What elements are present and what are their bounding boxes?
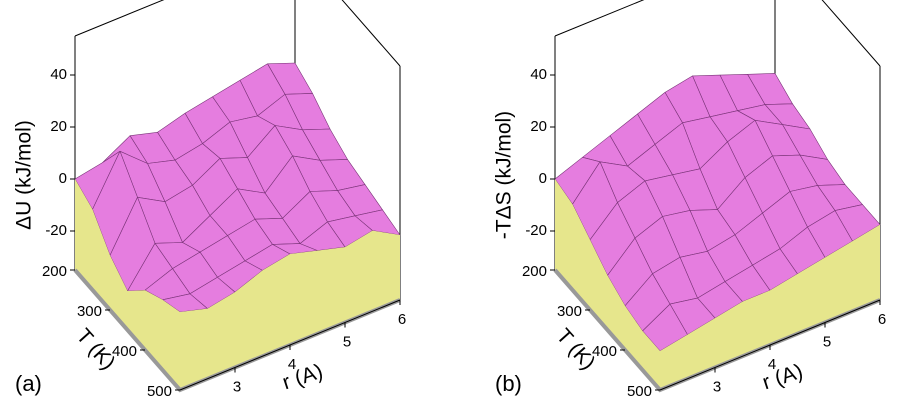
y-tick-label: 200 [522, 263, 547, 280]
x-tick-label: 6 [878, 311, 886, 328]
y-tick-label: 500 [147, 383, 172, 400]
y-tick-label: 300 [77, 303, 102, 320]
x-tick-label: 5 [343, 333, 351, 350]
x-tick-label: 5 [823, 333, 831, 350]
z-axis-label: ΔU (kJ/mol) [13, 120, 36, 230]
front-wall [660, 224, 880, 390]
left-wall [555, 179, 660, 390]
box-edge [341, 0, 401, 67]
y-tick-label: 200 [42, 263, 67, 280]
x-axis-label: r (A) [280, 360, 326, 394]
y-tick-label: 400 [112, 343, 137, 360]
z-tick-label: 0 [59, 170, 67, 187]
z-tick-label: -20 [45, 222, 67, 239]
front-wall [180, 230, 400, 390]
y-tick-label: 500 [627, 383, 652, 400]
x-axis-label: r (A) [760, 360, 806, 394]
panel-label: (a) [15, 371, 42, 396]
y-tick-label: 300 [557, 303, 582, 320]
x-tick-label: 6 [398, 311, 406, 328]
panel-label: (b) [495, 371, 522, 396]
z-tick-label: 0 [539, 170, 547, 187]
x-tick-label: 4 [768, 356, 776, 373]
z-tick-label: 40 [530, 66, 547, 83]
z-tick-label: 40 [50, 66, 67, 83]
box-edge [74, 0, 165, 37]
z-tick-label: -20 [525, 222, 547, 239]
z-axis-label: -TΔS (kJ/mol) [493, 111, 516, 239]
left-wall [75, 179, 180, 390]
y-tick-label: 400 [592, 343, 617, 360]
z-tick-label: 20 [50, 118, 67, 135]
x-tick-label: 3 [233, 378, 241, 395]
x-tick-label: 4 [288, 356, 296, 373]
box-edge [554, 0, 645, 37]
box-edge [821, 0, 881, 67]
x-tick-label: 3 [713, 378, 721, 395]
z-tick-label: 20 [530, 118, 547, 135]
